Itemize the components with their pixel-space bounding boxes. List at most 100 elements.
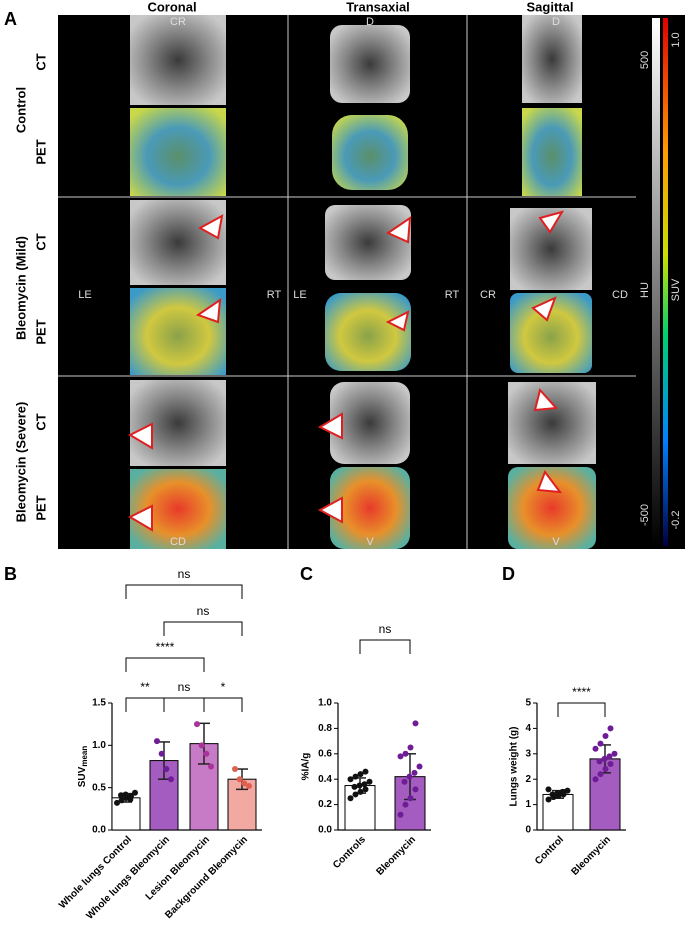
pet-image: [325, 293, 411, 371]
significance-bracket: [163, 621, 243, 636]
ct-image: [330, 382, 410, 464]
arrowhead: [538, 210, 565, 234]
pet-image: [510, 293, 592, 373]
colorbar-label: 1.0: [670, 32, 682, 47]
data-point: [411, 769, 418, 776]
bar: [189, 743, 219, 831]
significance-label: ns: [178, 567, 191, 581]
y-tick-label: 0.0: [318, 825, 332, 836]
y-tick-label: 0.4: [318, 774, 332, 785]
data-point: [607, 760, 614, 767]
significance-bracket: [203, 697, 243, 712]
data-point: [555, 790, 562, 797]
significance-label: ****: [156, 640, 175, 654]
y-tick-label: 1: [525, 799, 531, 810]
arrowhead: [536, 469, 563, 494]
ct-image: [130, 380, 226, 466]
data-point: [361, 781, 368, 788]
y-tick-label: 1.5: [92, 698, 106, 709]
y-tick-label: 0.6: [318, 748, 332, 759]
y-tick-label: 0.2: [318, 799, 332, 810]
data-point: [407, 744, 414, 751]
ct-image: [508, 382, 596, 464]
data-point: [611, 750, 618, 757]
arrowhead: [533, 387, 559, 412]
modality-label: CT: [33, 233, 48, 250]
data-point: [168, 776, 174, 783]
orientation-label: LE: [78, 289, 91, 301]
significance-label: ns: [379, 622, 392, 636]
data-point: [366, 778, 373, 785]
data-point: [607, 725, 614, 732]
significance-bracket: [125, 584, 243, 599]
modality-label: PET: [33, 139, 48, 164]
x-tick-label: Bleomycin: [374, 834, 418, 878]
pet-image: [508, 467, 596, 549]
data-point: [401, 778, 408, 785]
data-point: [198, 742, 205, 749]
data-point: [597, 771, 604, 778]
arrowhead: [197, 214, 224, 240]
pet-image: [330, 467, 410, 549]
data-point: [132, 789, 138, 796]
x-tick-label: Whole lungs Control: [57, 834, 134, 911]
data-point: [596, 758, 603, 765]
significance-bracket: [125, 657, 205, 672]
colorbar-label: 500: [639, 51, 651, 69]
data-point: [592, 745, 599, 752]
panel-letter: A: [4, 9, 17, 29]
significance-bracket: [359, 639, 411, 654]
data-point: [550, 793, 557, 800]
colorbar-background: [636, 15, 685, 549]
colorbar-label: HU: [639, 282, 651, 298]
orientation-label: D: [366, 16, 374, 28]
panel-letter: C: [300, 564, 313, 584]
data-point: [602, 766, 609, 773]
data-point: [347, 795, 354, 802]
column-title: Coronal: [147, 0, 196, 14]
y-axis-label: %IA/g: [301, 753, 312, 781]
ct-image: [325, 205, 411, 280]
data-point: [592, 776, 599, 783]
significance-label: ****: [572, 685, 591, 699]
arrowhead: [385, 215, 412, 244]
y-tick-label: 1.0: [318, 698, 332, 709]
y-tick-label: 0: [525, 825, 531, 836]
data-point: [118, 792, 124, 799]
y-axis-label-main: SUV: [77, 766, 88, 787]
data-point: [351, 783, 358, 790]
significance-label: ns: [197, 604, 210, 618]
significance-bracket: [163, 697, 205, 712]
data-point: [154, 738, 160, 745]
data-point: [560, 788, 567, 795]
pet-image: [130, 108, 226, 196]
modality-label: CT: [33, 413, 48, 430]
orientation-label: V: [552, 536, 560, 548]
data-point: [357, 788, 364, 795]
y-tick-label: 2: [525, 774, 531, 785]
data-point: [601, 755, 608, 762]
group-label: Control: [13, 87, 28, 133]
orientation-label: CD: [170, 536, 186, 548]
scans: [130, 15, 596, 549]
arrowhead: [195, 297, 222, 324]
colorbar-label: -0.2: [670, 511, 682, 530]
data-point: [352, 773, 359, 780]
data-point: [158, 750, 165, 757]
data-point: [356, 782, 363, 789]
data-point: [406, 773, 413, 780]
arrowhead: [317, 412, 343, 440]
data-point: [194, 721, 200, 728]
ct-image: [330, 25, 410, 103]
x-tick-label: Control: [533, 834, 566, 867]
ct-image: [130, 15, 226, 105]
y-tick-label: 3: [525, 748, 531, 759]
pet-image: [332, 115, 408, 190]
data-point: [232, 766, 238, 773]
y-tick-label: 0.5: [92, 782, 106, 793]
data-point: [127, 796, 134, 803]
data-point: [362, 768, 369, 775]
column-title: Sagittal: [527, 0, 574, 14]
y-tick-label: 1.0: [92, 740, 106, 751]
